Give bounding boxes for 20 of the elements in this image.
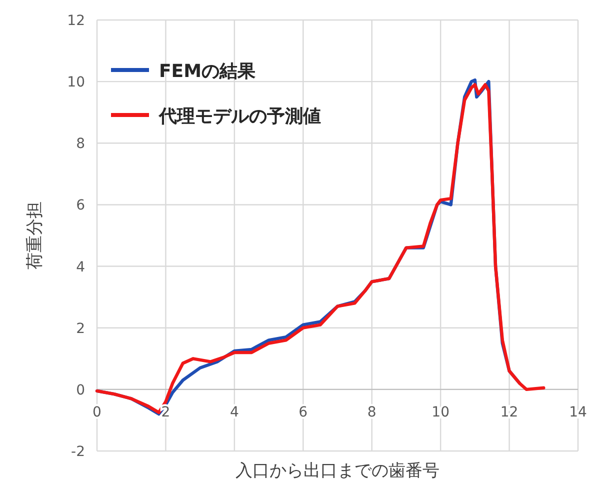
x-tick-label: 14	[569, 404, 587, 420]
y-tick-label: 12	[67, 13, 85, 29]
y-tick-label: 4	[76, 259, 86, 276]
legend-label: 代理モデルの予測値	[158, 106, 321, 127]
x-tick-label: 8	[367, 404, 376, 420]
y-axis-title: 荷重分担	[25, 202, 45, 270]
x-tick-label: 6	[298, 404, 308, 420]
y-tick-label: -2	[71, 444, 85, 460]
x-tick-label: 0	[92, 404, 102, 420]
y-tick-label: 0	[76, 382, 85, 398]
x-tick-label: 10	[432, 404, 450, 420]
x-tick-label: 2	[161, 404, 170, 420]
legend-label: FEMの結果	[159, 61, 257, 82]
y-tick-label: 8	[76, 136, 85, 152]
x-axis-title: 入口から出口までの歯番号	[236, 461, 440, 481]
x-tick-label: 4	[230, 404, 239, 420]
y-tick-label: 2	[76, 320, 85, 337]
y-tick-label: 10	[67, 74, 85, 91]
x-tick-label: 12	[500, 404, 518, 420]
y-tick-label: 6	[76, 198, 86, 214]
